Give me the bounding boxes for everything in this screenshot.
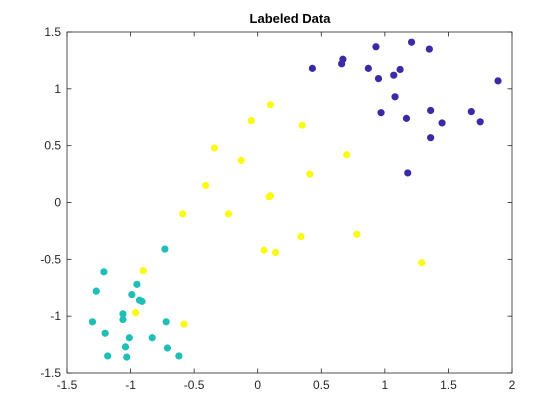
data-point	[210, 144, 219, 152]
data-point	[467, 107, 475, 116]
y-tick-label: 0	[54, 196, 61, 210]
x-tick-label: -0.5	[184, 378, 205, 392]
data-point	[391, 93, 399, 101]
data-point	[298, 121, 306, 129]
data-point	[180, 320, 188, 328]
data-point	[161, 245, 169, 253]
data-point	[119, 310, 127, 318]
x-tick-label: -1	[125, 378, 136, 392]
data-point	[266, 101, 275, 109]
x-axis: -1.5 -1 -0.5 0 0.5 1 1.5 2	[57, 32, 516, 392]
x-tick-label: 1	[382, 378, 389, 392]
y-tick-label: -1.5	[40, 366, 61, 380]
data-point	[119, 315, 127, 324]
x-tick-label: -1.5	[57, 378, 78, 392]
data-point	[402, 114, 411, 122]
data-point	[133, 280, 141, 288]
data-point	[425, 45, 433, 53]
data-point	[163, 344, 172, 352]
data-point	[162, 318, 170, 326]
y-tick-label: -0.5	[40, 252, 61, 266]
data-point	[353, 230, 361, 238]
data-point	[92, 287, 100, 295]
x-tick-label: 0.5	[313, 378, 330, 392]
data-point	[407, 38, 416, 46]
data-point	[377, 109, 385, 117]
data-point	[494, 77, 502, 85]
data-point	[427, 134, 435, 142]
data-point	[306, 170, 314, 178]
data-point	[148, 334, 156, 342]
y-axis: -1.5 -1 -0.5 0 0.5 1 1.5	[40, 25, 512, 380]
data-point	[260, 246, 268, 254]
data-point	[308, 64, 316, 72]
data-points	[88, 38, 502, 361]
data-point	[88, 318, 97, 326]
data-point	[343, 151, 351, 159]
data-point	[123, 353, 131, 361]
data-point	[396, 65, 404, 74]
data-point	[132, 309, 140, 317]
data-point	[237, 156, 245, 165]
data-point	[128, 290, 136, 299]
data-point	[438, 119, 446, 127]
data-point	[374, 75, 383, 83]
data-point	[339, 55, 347, 63]
data-point	[476, 118, 484, 126]
data-point	[125, 334, 133, 342]
chart-title: Labeled Data	[250, 11, 332, 26]
data-point	[104, 352, 112, 360]
data-point	[364, 64, 372, 72]
data-point	[418, 259, 426, 267]
data-point	[390, 71, 398, 79]
data-point	[121, 343, 130, 351]
data-point	[271, 248, 280, 257]
data-point	[139, 267, 147, 275]
data-point	[175, 352, 183, 360]
data-point	[201, 181, 210, 190]
data-point	[404, 169, 412, 177]
data-point	[101, 329, 109, 337]
x-tick-label: 0	[254, 378, 261, 392]
data-point	[138, 297, 146, 305]
y-tick-label: -1	[50, 309, 61, 323]
y-tick-label: 1.5	[44, 25, 61, 39]
data-point	[224, 210, 233, 218]
data-point	[297, 233, 305, 241]
data-point	[427, 106, 435, 115]
data-point	[179, 210, 187, 218]
x-tick-label: 1.5	[440, 378, 457, 392]
data-point	[266, 192, 275, 200]
x-tick-label: 2	[509, 378, 516, 392]
data-point	[247, 117, 255, 125]
y-tick-label: 1	[54, 82, 61, 96]
data-point	[100, 268, 108, 276]
y-tick-label: 0.5	[44, 139, 61, 153]
data-point	[372, 43, 380, 51]
